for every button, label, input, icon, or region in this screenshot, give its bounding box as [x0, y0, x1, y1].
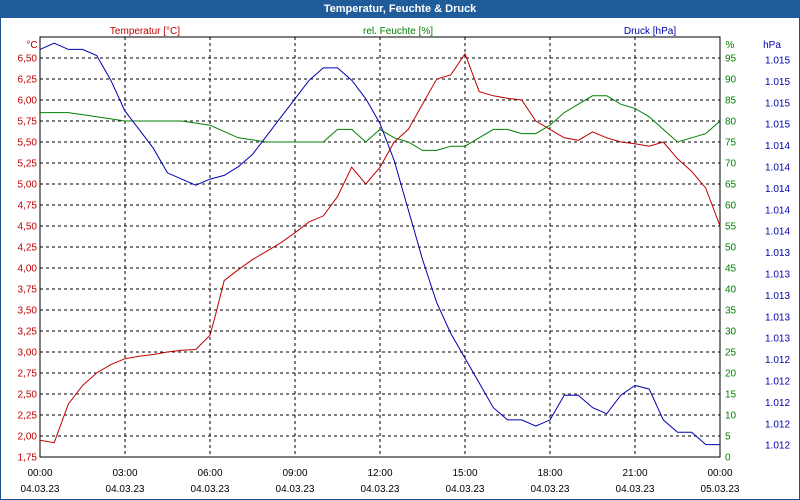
temperature-tick-label: 1,75: [18, 453, 38, 464]
x-tick-date: 04.03.23: [191, 484, 230, 495]
pressure-tick-label: 1.014: [765, 227, 790, 238]
temperature-axis-title: Temperatur [°C]: [110, 26, 180, 37]
x-tick-time: 12:00: [367, 468, 392, 479]
humidity-tick-label: 50: [725, 243, 737, 254]
humidity-tick-label: 80: [725, 117, 737, 128]
pressure-tick-label: 1.012: [765, 441, 790, 452]
x-tick-date: 04.03.23: [361, 484, 400, 495]
humidity-tick-label: 60: [725, 201, 737, 212]
humidity-tick-label: 35: [725, 306, 737, 317]
pressure-tick-label: 1.013: [765, 291, 790, 302]
pressure-axis-title: Druck [hPa]: [624, 26, 676, 37]
window-title: Temperatur, Feuchte & Druck: [0, 0, 800, 18]
temperature-tick-label: 6,50: [18, 54, 38, 65]
humidity-tick-label: 5: [725, 432, 731, 443]
pressure-tick-label: 1.015: [765, 98, 790, 109]
humidity-tick-label: 55: [725, 222, 737, 233]
temperature-tick-label: 6,00: [18, 96, 38, 107]
temperature-unit-label: °C: [26, 40, 37, 51]
x-tick-date: 04.03.23: [616, 484, 655, 495]
humidity-unit-label: %: [726, 40, 735, 51]
x-tick-date: 04.03.23: [531, 484, 570, 495]
humidity-tick-label: 85: [725, 96, 737, 107]
pressure-tick-label: 1.012: [765, 398, 790, 409]
x-tick-time: 03:00: [112, 468, 137, 479]
pressure-tick-label: 1.012: [765, 419, 790, 430]
temperature-tick-label: 5,75: [18, 117, 38, 128]
x-tick-time: 00:00: [707, 468, 732, 479]
temperature-tick-label: 6,25: [18, 75, 38, 86]
humidity-tick-label: 10: [725, 411, 737, 422]
pressure-tick-label: 1.015: [765, 56, 790, 67]
pressure-tick-label: 1.014: [765, 184, 790, 195]
humidity-tick-label: 0: [725, 453, 731, 464]
humidity-tick-label: 65: [725, 180, 737, 191]
humidity-tick-label: 70: [725, 159, 737, 170]
x-tick-date: 05.03.23: [701, 484, 740, 495]
x-tick-time: 06:00: [197, 468, 222, 479]
pressure-tick-label: 1.014: [765, 205, 790, 216]
humidity-tick-label: 25: [725, 348, 737, 359]
pressure-series-line: [39, 42, 720, 446]
temperature-tick-label: 4,50: [18, 222, 38, 233]
temperature-series-line: [39, 52, 721, 444]
pressure-tick-label: 1.015: [765, 77, 790, 88]
temperature-tick-label: 3,25: [18, 327, 38, 338]
temperature-tick-label: 3,00: [18, 348, 38, 359]
x-tick-date: 04.03.23: [21, 484, 60, 495]
pressure-tick-label: 1.013: [765, 334, 790, 345]
pressure-tick-label: 1.014: [765, 141, 790, 152]
axis-headers: Temperatur [°C] rel. Feuchte [%] Druck [hP…: [26, 26, 781, 51]
x-tick-time: 21:00: [622, 468, 647, 479]
series-lines: [39, 42, 721, 446]
pressure-unit-label: hPa: [763, 40, 781, 51]
temperature-tick-label: 5,00: [18, 180, 38, 191]
x-tick-date: 04.03.23: [276, 484, 315, 495]
temperature-tick-label: 2,25: [18, 411, 38, 422]
temperature-tick-label: 3,75: [18, 285, 38, 296]
temperature-tick-label: 4,00: [18, 264, 38, 275]
x-tick-time: 15:00: [452, 468, 477, 479]
humidity-tick-label: 75: [725, 138, 737, 149]
humidity-tick-label: 90: [725, 75, 737, 86]
tick-labels: 6,50 6,25 6,00 5,75 5,50 5,25 5,00 4,75 4,50 4,25…: [18, 54, 791, 496]
x-tick-date: 04.03.23: [446, 484, 485, 495]
x-tick-time: 18:00: [537, 468, 562, 479]
pressure-tick-label: 1.015: [765, 120, 790, 131]
humidity-tick-label: 40: [725, 285, 737, 296]
pressure-tick-label: 1.012: [765, 355, 790, 366]
temperature-tick-label: 3,50: [18, 306, 38, 317]
pressure-tick-label: 1.012: [765, 377, 790, 388]
temperature-tick-label: 4,75: [18, 201, 38, 212]
grid-lines: [40, 37, 720, 458]
temperature-tick-label: 2,75: [18, 369, 38, 380]
x-tick-time: 09:00: [282, 468, 307, 479]
humidity-tick-label: 15: [725, 390, 737, 401]
humidity-tick-label: 95: [725, 54, 737, 65]
pressure-tick-label: 1.013: [765, 270, 790, 281]
x-tick-date: 04.03.23: [106, 484, 145, 495]
humidity-axis-title: rel. Feuchte [%]: [363, 26, 433, 37]
x-tick-time: 00:00: [27, 468, 52, 479]
temperature-tick-label: 5,50: [18, 138, 38, 149]
humidity-tick-label: 45: [725, 264, 737, 275]
humidity-series-line: [40, 95, 721, 151]
temperature-tick-label: 4,25: [18, 243, 38, 254]
temperature-tick-label: 2,00: [18, 432, 38, 443]
pressure-tick-label: 1.013: [765, 248, 790, 259]
humidity-tick-label: 20: [725, 369, 737, 380]
temperature-tick-label: 5,25: [18, 159, 38, 170]
temperature-tick-label: 2,50: [18, 390, 38, 401]
pressure-tick-label: 1.014: [765, 163, 790, 174]
pressure-tick-label: 1.013: [765, 312, 790, 323]
humidity-tick-label: 30: [725, 327, 737, 338]
